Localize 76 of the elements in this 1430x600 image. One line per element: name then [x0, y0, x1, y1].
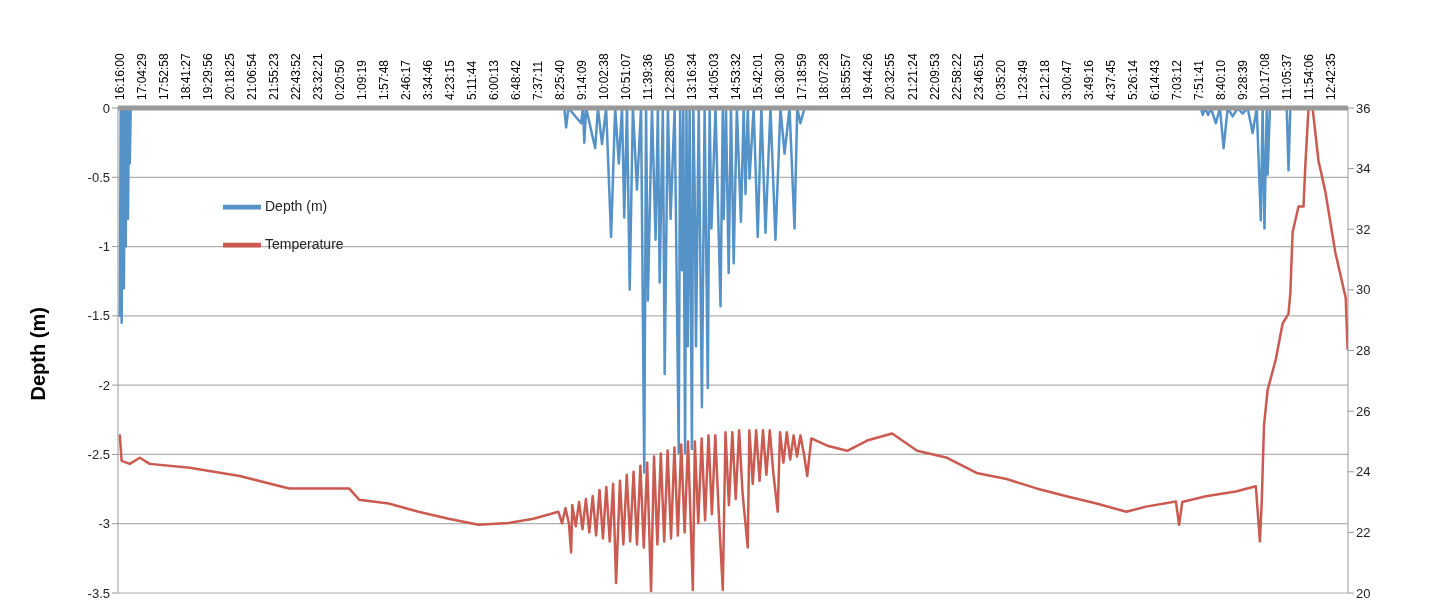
x-tick-label: 18:41:27	[179, 52, 194, 100]
x-tick-label: 7:51:41	[1191, 59, 1206, 100]
x-tick-label: 10:51:07	[619, 52, 634, 100]
y-tick-label: -1.5	[87, 308, 110, 324]
x-tick-label: 21:06:54	[245, 52, 260, 100]
x-tick-label: 11:05:37	[1279, 53, 1294, 100]
y2-tick-label: 20	[1356, 585, 1371, 600]
y-tick-label: 0	[102, 100, 110, 116]
x-tick-label: 2:12:18	[1037, 59, 1052, 100]
y-tick-label: -2	[98, 377, 110, 393]
x-tick-label: 7:37:11	[531, 60, 546, 100]
x-tick-label: 17:04:29	[135, 52, 150, 100]
y2-tick-label: 24	[1356, 464, 1371, 480]
x-tick-label: 5:26:14	[1125, 59, 1140, 100]
x-tick-label: 6:00:13	[487, 59, 502, 100]
y-tick-label: -3	[98, 516, 110, 532]
y2-tick-label: 28	[1356, 343, 1371, 359]
x-tick-label: 22:43:52	[289, 52, 304, 100]
x-tick-label: 3:34:46	[421, 59, 436, 100]
y-tick-label: -1	[98, 239, 110, 255]
x-tick-label: 9:14:09	[575, 59, 590, 100]
x-tick-label: 8:25:40	[553, 59, 568, 100]
x-tick-label: 6:14:43	[1147, 59, 1162, 100]
x-tick-label: 23:46:51	[971, 52, 986, 100]
x-tick-label: 9:28:39	[1235, 59, 1250, 100]
x-tick-label: 20:32:55	[883, 52, 898, 100]
x-tick-label: 4:23:15	[443, 59, 458, 100]
x-tick-label: 7:03:12	[1169, 59, 1184, 100]
x-tick-label: 14:53:32	[729, 52, 744, 100]
x-tick-label: 17:18:59	[795, 52, 810, 100]
x-tick-label: 3:49:16	[1081, 59, 1096, 100]
x-tick-label: 14:05:03	[707, 52, 722, 100]
y-tick-label: -0.5	[87, 169, 110, 185]
x-tick-label: 21:21:24	[905, 52, 920, 100]
y2-tick-label: 22	[1356, 524, 1371, 540]
x-tick-label: 18:07:28	[817, 52, 832, 100]
x-tick-label: 16:16:00	[113, 52, 128, 100]
y-tick-label: -2.5	[87, 447, 110, 463]
legend-label: Depth (m)	[265, 197, 328, 214]
y2-tick-label: 32	[1356, 221, 1371, 237]
x-tick-label: 13:16:34	[685, 52, 700, 100]
x-tick-label: 3:00:47	[1059, 59, 1074, 100]
x-tick-label: 15:42:01	[751, 52, 766, 100]
x-tick-label: 8:40:10	[1213, 59, 1228, 100]
x-tick-label: 21:55:23	[267, 52, 282, 100]
x-tick-label: 19:44:26	[861, 52, 876, 100]
x-tick-label: 11:39:36	[641, 53, 656, 100]
x-tick-label: 18:55:57	[839, 52, 854, 100]
x-tick-label: 1:57:48	[377, 59, 392, 100]
x-tick-label: 11:54:06	[1301, 53, 1316, 100]
x-tick-label: 4:37:45	[1103, 59, 1118, 100]
x-tick-label: 10:02:38	[597, 52, 612, 100]
x-tick-label: 1:23:49	[1015, 59, 1030, 100]
legend-label: Temperature	[265, 235, 344, 252]
x-tick-label: 16:30:30	[773, 52, 788, 100]
y-axis-title: Depth (m)	[27, 307, 50, 401]
x-tick-label: 22:58:22	[949, 52, 964, 100]
x-tick-label: 2:46:17	[399, 59, 414, 100]
y2-tick-label: 26	[1356, 403, 1371, 419]
y2-tick-label: 36	[1356, 100, 1371, 116]
x-tick-label: 1:09:19	[355, 59, 370, 100]
x-tick-label: 19:29:56	[201, 52, 216, 100]
x-tick-label: 0:20:50	[333, 59, 348, 100]
x-tick-label: 23:32:21	[311, 52, 326, 100]
x-tick-label: 12:28:05	[663, 52, 678, 100]
y2-tick-label: 34	[1356, 161, 1371, 177]
x-tick-label: 20:18:25	[223, 52, 238, 100]
y-tick-label: -3.5	[87, 585, 110, 600]
x-tick-label: 17:52:58	[157, 52, 172, 100]
x-tick-label: 22:09:53	[927, 52, 942, 100]
x-tick-label: 12:42:35	[1323, 52, 1338, 100]
x-tick-label: 5:11:44	[465, 60, 480, 100]
x-tick-label: 0:35:20	[993, 59, 1008, 100]
x-tick-label: 6:48:42	[509, 59, 524, 100]
y2-tick-label: 30	[1356, 282, 1371, 298]
x-tick-label: 10:17:08	[1257, 52, 1272, 100]
